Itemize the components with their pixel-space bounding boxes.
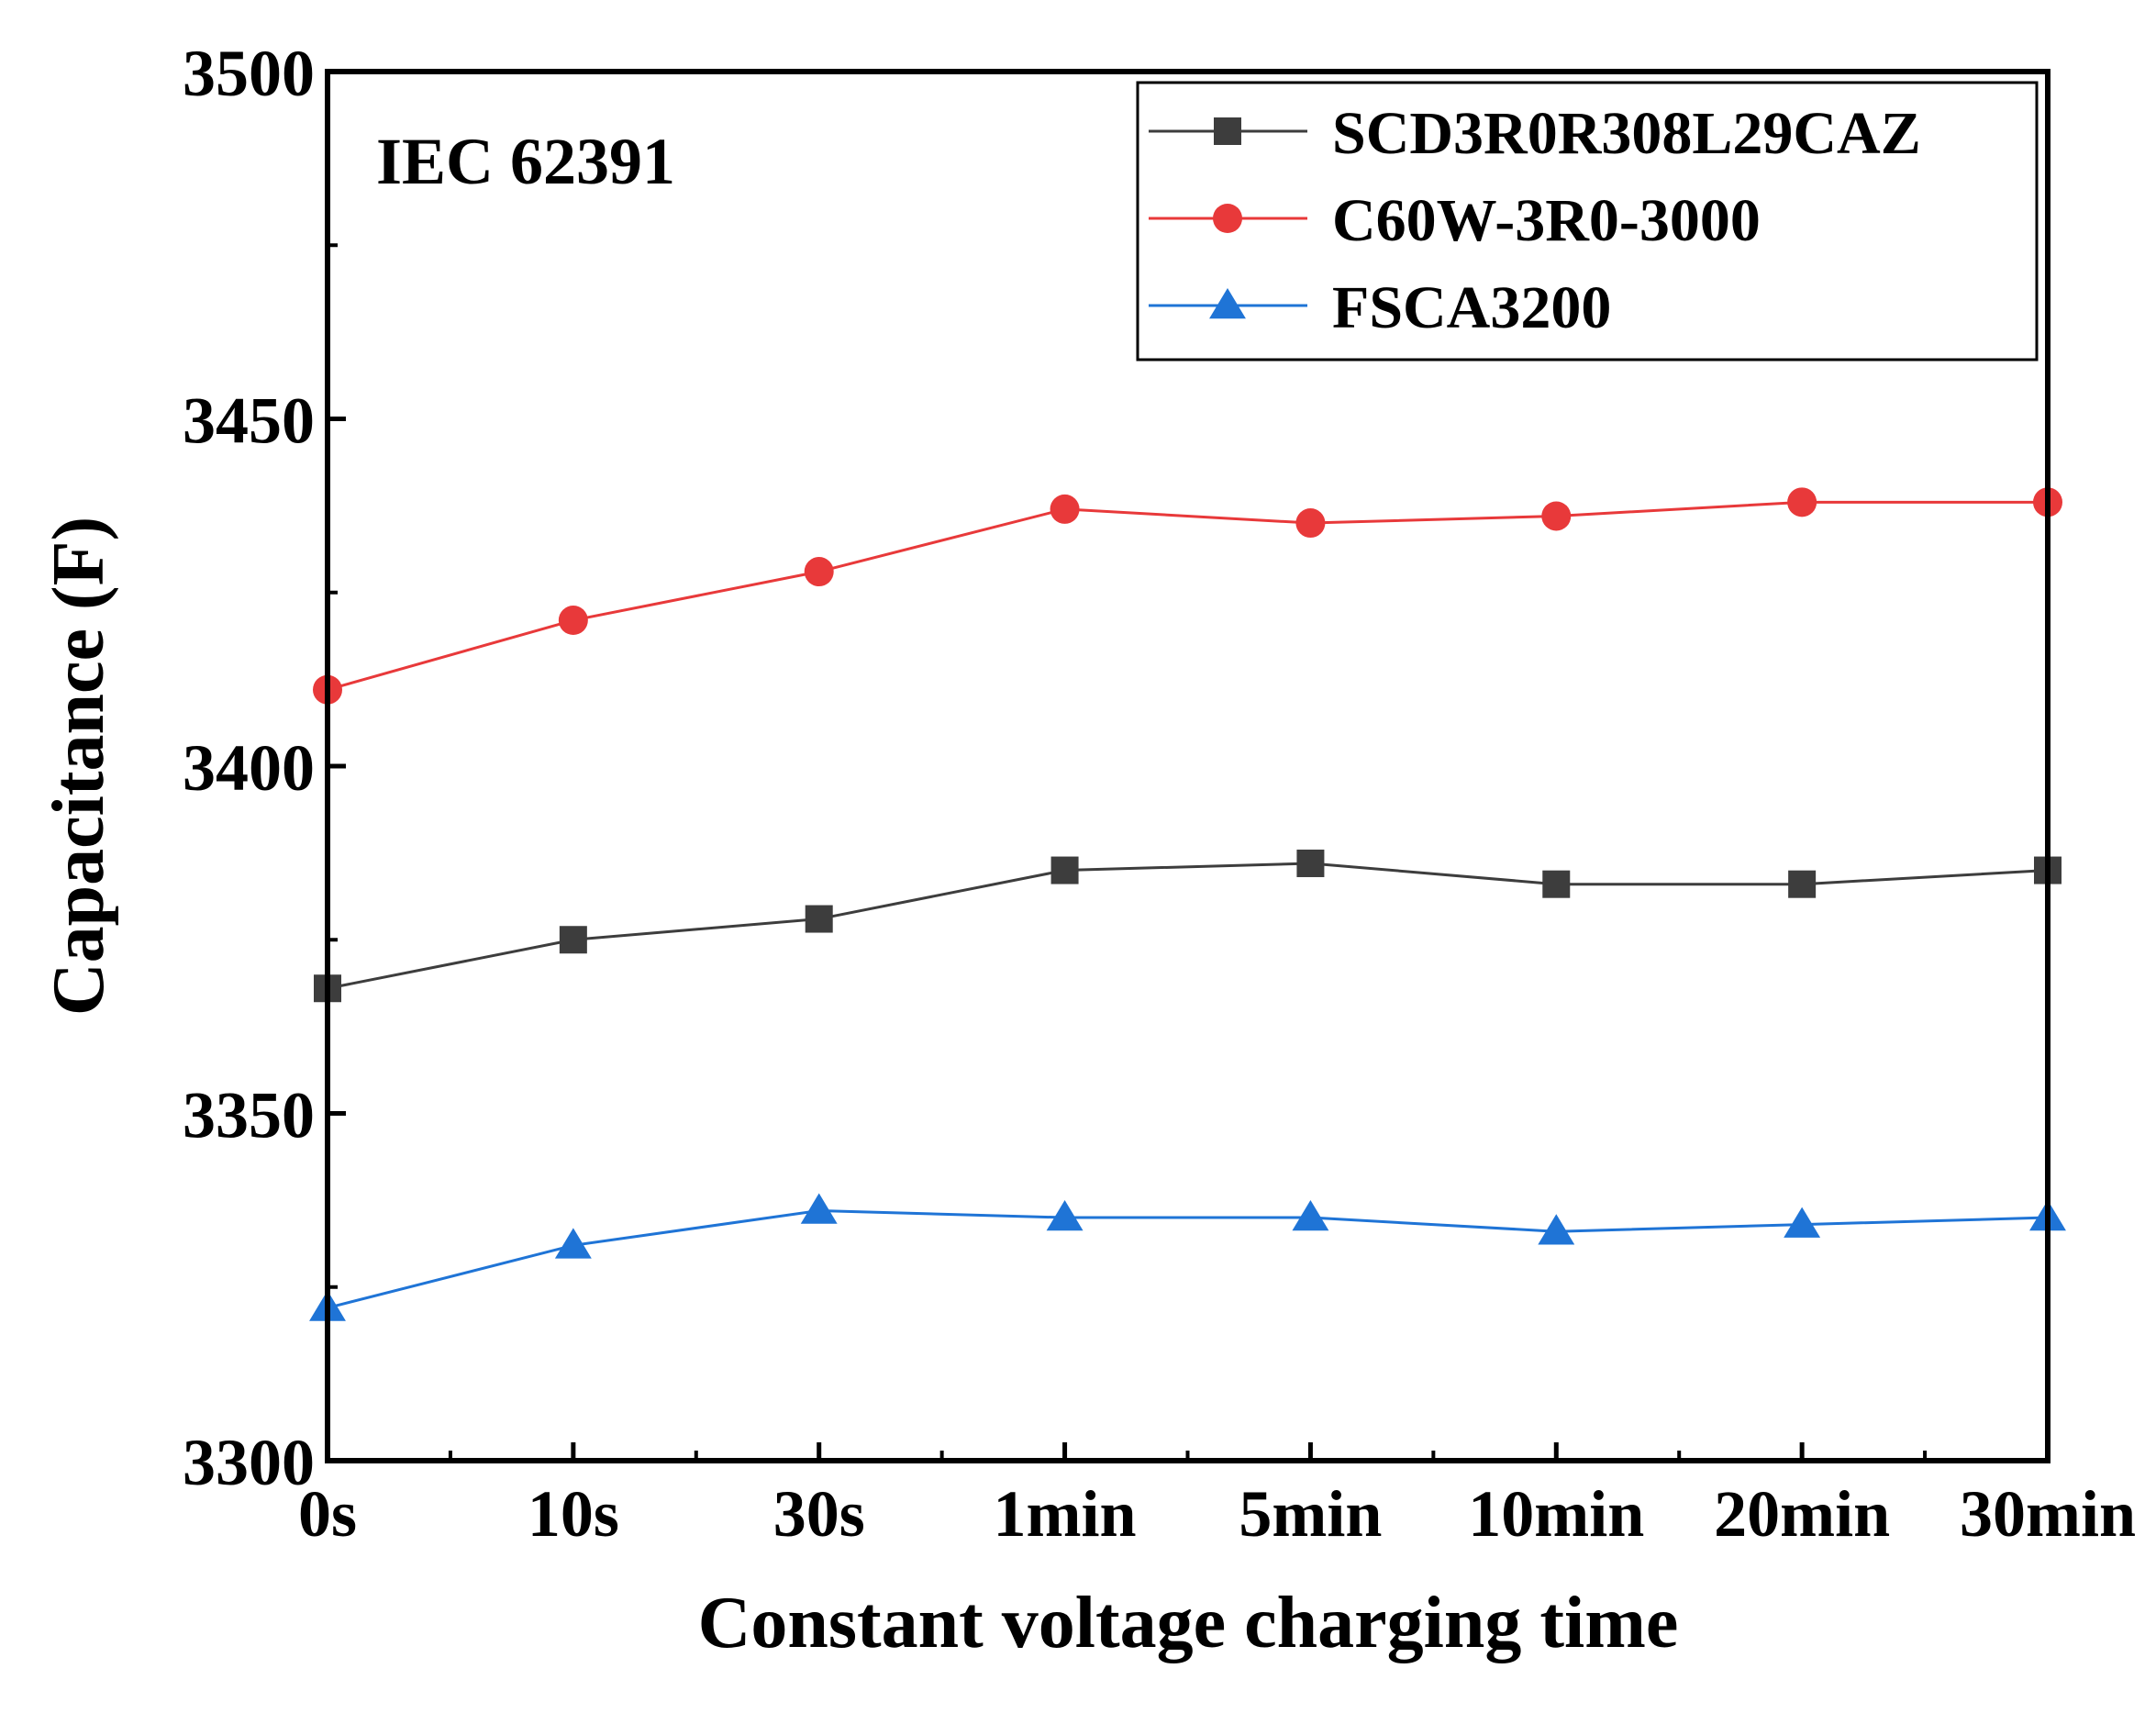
x-axis-label: Constant voltage charging time [698, 1583, 1679, 1663]
series-line-3 [327, 1208, 2049, 1309]
legend: SCD3R0R308L29CAZ C60W-3R0-3000 FSCA3200 [1136, 81, 2039, 362]
legend-items: SCD3R0R308L29CAZ C60W-3R0-3000 FSCA3200 [1149, 100, 1921, 341]
x-tick-label: 1min [994, 1477, 1137, 1551]
data-point [1542, 870, 1571, 898]
data-point [1788, 870, 1817, 898]
x-tick-label: 0s [298, 1477, 357, 1551]
plot-marks [309, 487, 2066, 1321]
data-point [1541, 501, 1572, 531]
data-point [1784, 1207, 1821, 1238]
y-tick-label: 3300 [183, 1426, 315, 1499]
y-tick-label: 3350 [183, 1079, 315, 1152]
data-point [800, 1193, 838, 1224]
data-point [559, 926, 587, 954]
x-tick-label: 5min [1239, 1477, 1382, 1551]
series-1 [314, 849, 2062, 1003]
legend-marker [1209, 288, 1246, 319]
data-point [804, 557, 834, 587]
legend-entry-1: SCD3R0R308L29CAZ [1149, 100, 1921, 167]
data-point [558, 606, 588, 636]
series-line-2 [327, 500, 2048, 692]
legend-label: SCD3R0R308L29CAZ [1332, 100, 1921, 167]
x-tick-label: 10min [1468, 1477, 1644, 1551]
legend-entry-2: C60W-3R0-3000 [1149, 187, 1761, 254]
legend-marker [1213, 204, 1242, 233]
legend-entry-3: FSCA3200 [1149, 274, 1611, 341]
legend-box [1136, 81, 2039, 362]
x-tick-label: 30min [1960, 1477, 2136, 1551]
axis-ticks: 3300 3350 3400 3450 3500 0s 10s 30s 1min 5min 10mi… [183, 37, 2136, 1551]
y-tick-label: 3450 [183, 384, 315, 458]
x-tick-label: 30s [773, 1477, 865, 1551]
series-2 [313, 487, 2062, 705]
y-tick-label: 3500 [183, 37, 315, 110]
data-point [1050, 856, 1079, 884]
legend-marker [1214, 117, 1241, 145]
annotation-label: IEC 62391 [376, 125, 675, 198]
legend-label: FSCA3200 [1332, 274, 1611, 341]
data-point [1296, 849, 1325, 877]
data-point [1050, 494, 1080, 524]
data-point [1295, 508, 1326, 539]
x-tick-label: 20min [1714, 1477, 1890, 1551]
y-axis-label: Capacitance (F) [39, 517, 119, 1016]
legend-label: C60W-3R0-3000 [1332, 187, 1761, 254]
data-point [1538, 1214, 1575, 1245]
series-line-1 [327, 862, 2049, 990]
data-point [1787, 487, 1817, 517]
data-point [1292, 1200, 1329, 1231]
series-3 [309, 1193, 2066, 1321]
data-point [554, 1228, 592, 1259]
data-point [805, 905, 833, 933]
y-tick-label: 3400 [183, 731, 315, 805]
data-point [1046, 1200, 1084, 1231]
x-tick-label: 10s [528, 1477, 619, 1551]
